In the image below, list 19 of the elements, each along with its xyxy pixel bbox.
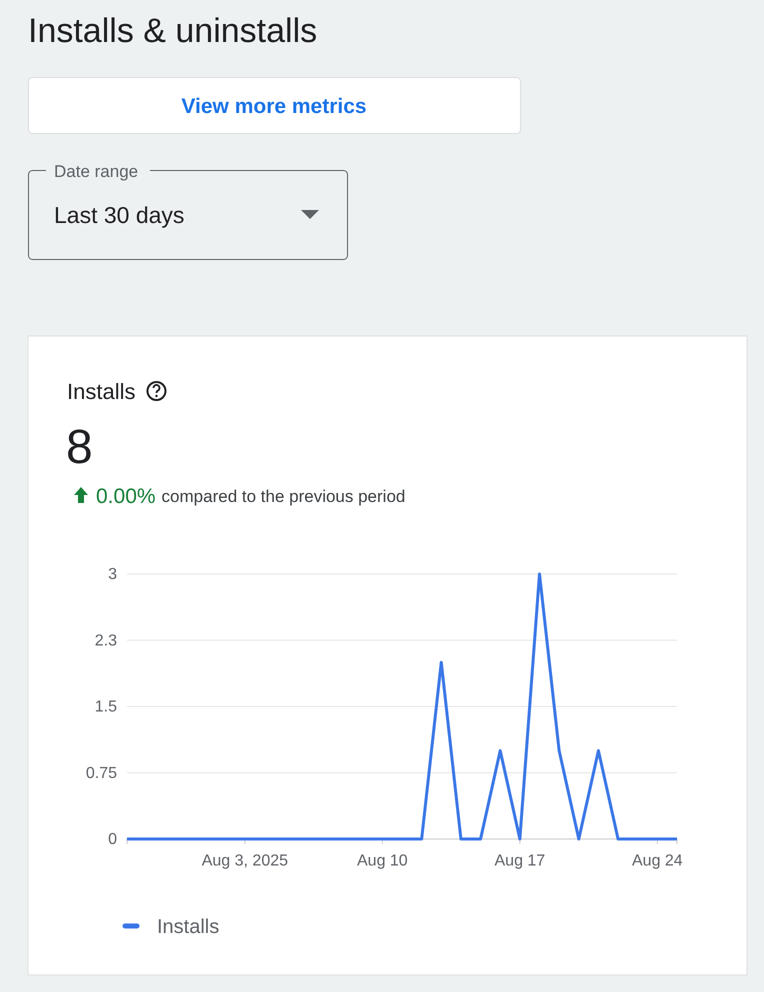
y-tick-label: 1.5 — [94, 698, 118, 716]
text: compared to the previous period — [162, 487, 406, 506]
text: 0.00% — [96, 485, 156, 508]
chart-title: Installs — [67, 379, 136, 404]
text: Date range — [54, 162, 138, 181]
y-tick-label: 2.3 — [94, 632, 118, 650]
x-tick-label: Aug 10 — [357, 852, 408, 870]
text: Last 30 days — [54, 202, 184, 228]
text: Installs & uninstalls — [28, 12, 318, 50]
line-series — [126, 572, 678, 840]
text: 8 — [66, 421, 93, 474]
y-tick-label: 0.75 — [86, 764, 118, 782]
x-tick-label: Aug 17 — [494, 852, 546, 870]
y-tick-label: 0 — [108, 831, 118, 848]
x-tick-label: Aug 24 — [632, 852, 683, 870]
text: View more metrics — [181, 95, 367, 118]
y-tick-label: 3 — [108, 566, 118, 584]
legend-label: Installs — [157, 916, 220, 938]
x-tick-label: Aug 3, 2025 — [202, 852, 288, 870]
